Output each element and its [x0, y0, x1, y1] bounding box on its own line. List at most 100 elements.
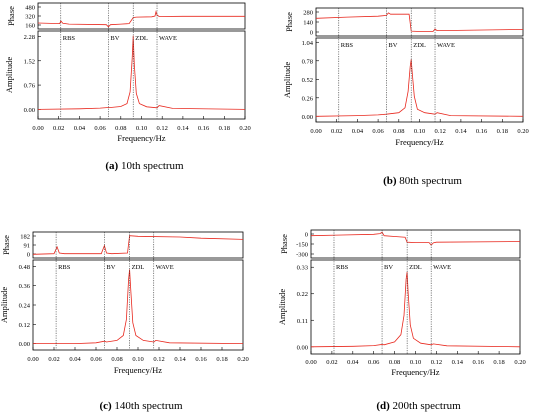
phase-series-line [32, 235, 244, 255]
phase-frame [310, 229, 521, 259]
amplitude-series-line [310, 272, 521, 348]
amplitude-ylabel: Amplitude [4, 57, 14, 94]
phase-ytick-label: 480 [25, 5, 35, 12]
amplitude-ytick-label: 0.48 [19, 264, 30, 271]
panel-d: 0 -150 -300 Phase 0.33 0.22 0.11 0.00 Amplitude R… [277, 229, 526, 412]
amplitude-ytick-label: 0.00 [19, 341, 30, 348]
amplitude-ytick-label: 0.22 [297, 291, 308, 298]
marker-label-rbs: RBS [336, 264, 349, 271]
xtick-label: 0.20 [237, 356, 248, 363]
phase-ylabel: Phase [284, 12, 294, 32]
marker-label-zdl: ZDL [132, 264, 145, 271]
xtick-label: 0.18 [216, 356, 227, 363]
xtick-label: 0.02 [48, 356, 59, 363]
amplitude-ylabel: Amplitude [282, 62, 292, 99]
phase-ytick-label: 160 [25, 23, 35, 30]
xtick-label: 0.08 [115, 125, 126, 132]
panel-caption: (c) 140th spectrum [99, 400, 183, 412]
amplitude-ytick-label: 1.52 [24, 58, 35, 65]
amplitude-ytick-label: 0.78 [302, 58, 313, 65]
xtick-label: 0.00 [310, 128, 321, 135]
amplitude-frame [315, 37, 524, 123]
panel-a: 480 320 160 Phase 2.28 1.52 0.76 0.00 Amplitude R… [4, 2, 251, 172]
xtick-label: 0.06 [368, 359, 380, 366]
panel-letter: (c) [99, 400, 112, 412]
amplitude-series-line [315, 59, 524, 117]
xtick-label: 0.16 [473, 359, 485, 366]
panel-caption: (b) 80th spectrum [383, 175, 462, 187]
xtick-label: 0.10 [132, 356, 143, 363]
xtick-label: 0.12 [435, 128, 446, 135]
phase-ytick-label: 140 [303, 20, 313, 27]
marker-label-rbs: RBS [341, 42, 354, 49]
phase-ytick-label: 0 [305, 232, 308, 239]
marker-label-rbs: RBS [63, 35, 76, 42]
amplitude-ylabel: Amplitude [277, 289, 287, 326]
xtick-label: 0.16 [198, 125, 210, 132]
xtick-label: 0.12 [153, 356, 164, 363]
amplitude-frame [37, 30, 246, 120]
marker-label-zdl: ZDL [409, 264, 422, 271]
xtick-label: 0.04 [352, 128, 364, 135]
amplitude-ytick-label: 0.36 [19, 283, 31, 290]
xtick-label: 0.00 [305, 359, 316, 366]
xtick-label: 0.16 [195, 356, 207, 363]
x-axis-label: Frequency/Hz [391, 367, 439, 377]
phase-ytick-label: -150 [296, 242, 308, 249]
xtick-label: 0.06 [94, 125, 106, 132]
amplitude-ytick-label: 0.00 [24, 107, 35, 114]
xtick-label: 0.02 [53, 125, 64, 132]
xtick-label: 0.08 [389, 359, 400, 366]
marker-label-rbs: RBS [58, 264, 71, 271]
xtick-label: 0.02 [326, 359, 337, 366]
x-axis-label: Frequency/Hz [395, 137, 443, 147]
xtick-label: 0.20 [517, 128, 528, 135]
panel-letter: (b) [383, 175, 397, 187]
amplitude-ytick-label: 2.28 [24, 34, 35, 41]
xtick-label: 0.18 [219, 125, 230, 132]
panel-caption-text: 10th spectrum [118, 160, 184, 172]
xtick-label: 0.06 [372, 128, 384, 135]
phase-ylabel: Phase [279, 234, 289, 254]
panel-caption-text: 200th spectrum [390, 400, 461, 412]
xtick-label: 0.08 [393, 128, 404, 135]
xtick-label: 0.10 [414, 128, 425, 135]
marker-label-bv: BV [110, 35, 119, 42]
phase-series-line [37, 10, 245, 28]
amplitude-ytick-label: 0.12 [19, 322, 30, 329]
phase-ytick-label: 280 [303, 10, 313, 17]
panel-c: 182 91 0 Phase 0.48 0.36 0.24 0.12 0.00 Amplitude… [0, 231, 249, 412]
phase-ylabel: Phase [6, 6, 16, 26]
amplitude-ytick-label: 0.24 [19, 303, 31, 310]
amplitude-ytick-label: 0.11 [297, 318, 308, 325]
phase-ylabel: Phase [1, 235, 11, 255]
xtick-label: 0.20 [514, 359, 525, 366]
marker-label-wave: WAVE [433, 264, 451, 271]
xtick-label: 0.14 [174, 356, 186, 363]
panel-letter: (a) [105, 160, 118, 172]
panel-caption-text: 140th spectrum [112, 400, 183, 412]
xtick-label: 0.12 [157, 125, 168, 132]
phase-ytick-label: 0 [310, 30, 313, 37]
xtick-label: 0.00 [27, 356, 38, 363]
panel-caption: (a) 10th spectrum [105, 160, 184, 172]
amplitude-ytick-label: 0.00 [302, 114, 313, 121]
amplitude-series-line [37, 35, 246, 110]
amplitude-ytick-label: 0.76 [24, 83, 36, 90]
phase-ytick-label: -300 [296, 252, 308, 259]
phase-ytick-label: 320 [25, 14, 35, 21]
panel-caption: (d) 200th spectrum [376, 400, 461, 412]
xtick-label: 0.10 [410, 359, 421, 366]
marker-label-wave: WAVE [437, 42, 455, 49]
phase-ytick-label: 0 [27, 252, 30, 259]
amplitude-ytick-label: 0.33 [297, 265, 308, 272]
amplitude-series-line [33, 269, 244, 344]
xtick-label: 0.08 [111, 356, 122, 363]
marker-label-wave: WAVE [156, 264, 174, 271]
phase-ytick-label: 91 [24, 243, 31, 250]
panel-b: 280 140 0 Phase 1.04 0.78 0.52 0.26 0.00 Amplitud… [282, 7, 529, 187]
amplitude-ylabel: Amplitude [0, 287, 9, 324]
marker-label-zdl: ZDL [135, 35, 148, 42]
amplitude-ytick-label: 1.04 [302, 40, 314, 47]
x-axis-label: Frequency/Hz [114, 365, 162, 375]
